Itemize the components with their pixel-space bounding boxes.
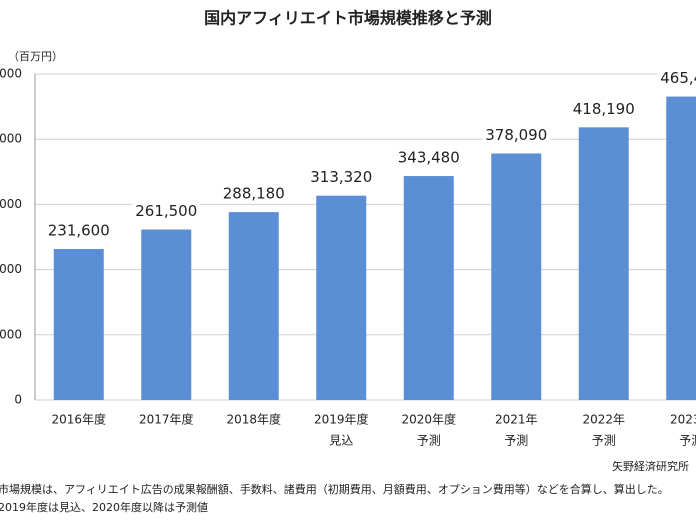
- value-label: 288,180: [223, 185, 285, 203]
- label-bg: [44, 219, 113, 240]
- source: 矢野経済研究所: [612, 459, 689, 473]
- x-tick-note: 予測: [592, 434, 616, 448]
- x-tick-note: 予測: [417, 434, 441, 448]
- y-tick-label: 0: [14, 393, 22, 407]
- x-tick-label: 2022年: [582, 413, 625, 427]
- bar: [491, 153, 542, 400]
- bar: [53, 248, 104, 400]
- y-tick-label: 300,000: [0, 197, 22, 211]
- x-tick-label: 2016年度: [51, 412, 106, 427]
- x-tick-label: 2019年度: [314, 412, 369, 427]
- bar: [403, 176, 454, 400]
- note: 2019年度は見込、2020年度以降は予測値: [0, 500, 208, 514]
- label-bg: [482, 124, 551, 145]
- value-label: 465,400: [660, 69, 696, 87]
- label-bg: [219, 183, 288, 204]
- value-label: 378,090: [485, 126, 547, 144]
- label-bg: [394, 147, 463, 168]
- bar: [316, 195, 367, 400]
- x-tick-label: 2021年: [495, 413, 538, 427]
- x-tick-label: 2020年度: [401, 412, 456, 427]
- x-tick-label: 2023年: [670, 413, 696, 427]
- note: 市場規模は、アフィリエイト広告の成果報酬額、手数料、諸費用（初期費用、月額費用、…: [0, 482, 669, 496]
- bar: [228, 212, 279, 400]
- value-label: 261,500: [135, 202, 197, 220]
- label-bg: [132, 200, 201, 221]
- unit-label: （百万円）: [8, 50, 63, 63]
- y-tick-label: 100,000: [0, 327, 22, 341]
- x-tick-label: 2017年度: [139, 412, 194, 427]
- bar: [578, 127, 629, 400]
- y-tick-label: 500,000: [0, 67, 22, 81]
- x-tick-note: 予測: [679, 434, 696, 448]
- y-tick-label: 400,000: [0, 132, 22, 146]
- value-label: 418,190: [573, 100, 635, 118]
- chart-title: 国内アフィリエイト市場規模推移と予測: [204, 9, 492, 28]
- label-bg: [657, 67, 696, 88]
- x-tick-note: 予測: [504, 434, 528, 448]
- value-label: 343,480: [398, 149, 460, 167]
- x-tick-note: 見込: [329, 434, 353, 448]
- value-label: 231,600: [48, 221, 110, 239]
- value-label: 313,320: [310, 168, 372, 186]
- label-bg: [569, 98, 638, 119]
- bar: [141, 229, 192, 400]
- label-bg: [307, 166, 376, 187]
- bar: [666, 96, 696, 400]
- x-tick-label: 2018年度: [226, 412, 281, 427]
- y-tick-label: 200,000: [0, 262, 22, 276]
